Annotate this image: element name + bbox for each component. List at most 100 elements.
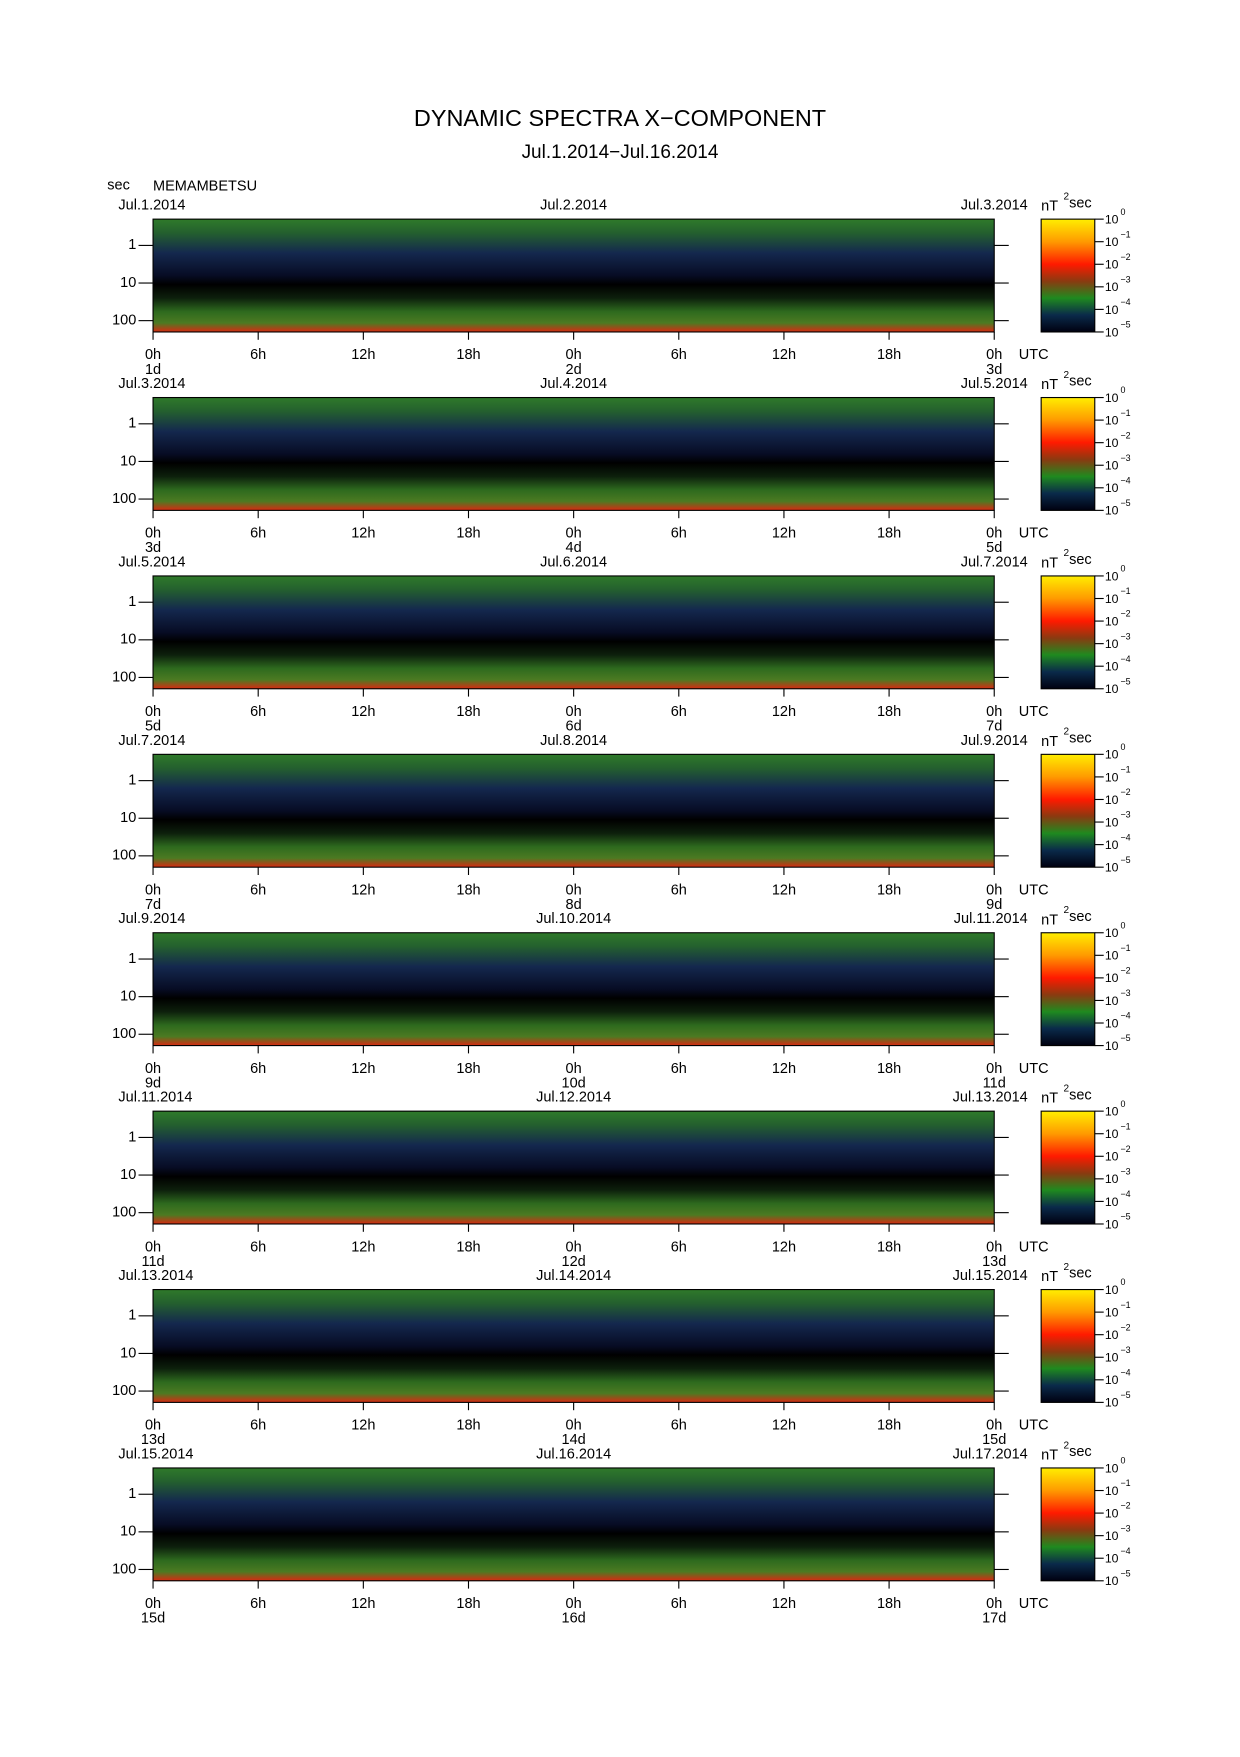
date-label: Jul.4.2014 <box>540 376 607 392</box>
x-tick-label: 12h <box>351 1418 375 1434</box>
colorbar-tick-exponent: −5 <box>1120 1390 1130 1400</box>
date-label: Jul.3.2014 <box>118 376 185 392</box>
x-tick-label: 18h <box>877 1239 901 1255</box>
colorbar-tick-label: 10 <box>1105 971 1119 985</box>
spectrogram <box>153 1289 995 1403</box>
x-tick-label: 18h <box>877 1061 901 1077</box>
x-tick-label: 6h <box>671 704 687 720</box>
colorbar-tick-label: 10 <box>1105 682 1119 696</box>
y-tick-label: 1 <box>128 1129 136 1145</box>
x-tick-label: 12h <box>772 882 796 898</box>
colorbar-tick-label: 10 <box>1105 1283 1119 1297</box>
colorbar-tick-exponent: −2 <box>1120 609 1130 619</box>
x-tick-label: 18h <box>456 882 480 898</box>
day-label: 2d <box>566 362 582 378</box>
colorbar-tick-exponent: −4 <box>1120 1189 1130 1199</box>
x-axis-label: UTC <box>1019 1239 1049 1255</box>
colorbar-unit: nT <box>1041 734 1058 750</box>
colorbar-tick-exponent: 0 <box>1120 1099 1125 1109</box>
colorbar-tick-exponent: 0 <box>1120 742 1125 752</box>
y-tick-label: 100 <box>112 1561 136 1577</box>
x-tick-label: 12h <box>351 526 375 542</box>
date-label: Jul.1.2014 <box>118 198 185 214</box>
date-label: Jul.10.2014 <box>536 911 611 927</box>
date-label: Jul.2.2014 <box>540 198 607 214</box>
y-tick-label: 10 <box>120 1345 136 1361</box>
x-tick-label: 12h <box>772 704 796 720</box>
x-tick-label: 0h <box>145 1239 161 1255</box>
colorbar-tick-label: 10 <box>1105 815 1119 829</box>
date-label: Jul.8.2014 <box>540 733 607 749</box>
x-tick-label: 6h <box>250 704 266 720</box>
date-label: Jul.16.2014 <box>536 1446 611 1462</box>
x-tick-label: 0h <box>145 704 161 720</box>
x-tick-label: 0h <box>566 1418 582 1434</box>
x-tick-label: 0h <box>986 882 1002 898</box>
x-tick-label: 18h <box>877 1418 901 1434</box>
colorbar-tick-label: 10 <box>1105 838 1119 852</box>
title: DYNAMIC SPECTRA X−COMPONENT <box>414 105 826 131</box>
colorbar-tick-label: 10 <box>1105 637 1119 651</box>
x-tick-label: 0h <box>145 1418 161 1434</box>
x-tick-label: 0h <box>145 347 161 363</box>
colorbar-unit-exponent: 2 <box>1063 1262 1069 1273</box>
y-tick-label: 10 <box>120 275 136 291</box>
day-label: 5d <box>986 540 1002 556</box>
colorbar-tick-label: 10 <box>1105 459 1119 473</box>
x-tick-label: 0h <box>986 526 1002 542</box>
x-tick-label: 18h <box>877 882 901 898</box>
date-label: Jul.11.2014 <box>954 911 1028 927</box>
x-tick-label: 18h <box>456 704 480 720</box>
colorbar-tick-exponent: −5 <box>1120 855 1130 865</box>
colorbar-tick-label: 10 <box>1105 1217 1119 1231</box>
colorbar-unit-suffix: sec <box>1069 1266 1092 1282</box>
date-label: Jul.15.2014 <box>953 1268 1028 1284</box>
colorbar-unit: nT <box>1041 1269 1058 1285</box>
x-tick-label: 18h <box>456 1418 480 1434</box>
x-tick-label: 0h <box>566 347 582 363</box>
colorbar-tick-label: 10 <box>1105 325 1119 339</box>
day-label: 15d <box>141 1611 165 1627</box>
colorbar-unit: nT <box>1041 1091 1058 1107</box>
colorbar-tick-label: 10 <box>1105 861 1119 875</box>
colorbar-tick-exponent: −3 <box>1120 274 1130 284</box>
colorbar <box>1040 932 1096 1047</box>
y-axis-label: sec <box>107 177 130 193</box>
day-label: 13d <box>982 1254 1006 1270</box>
x-tick-label: 0h <box>986 347 1002 363</box>
colorbar-tick-label: 10 <box>1105 413 1119 427</box>
x-axis-label: UTC <box>1019 347 1049 363</box>
colorbar-tick-label: 10 <box>1105 994 1119 1008</box>
x-tick-label: 18h <box>877 526 901 542</box>
day-label: 3d <box>145 540 161 556</box>
y-tick-label: 10 <box>120 1524 136 1540</box>
day-label: 13d <box>141 1432 165 1448</box>
y-tick-label: 100 <box>112 669 136 685</box>
colorbar-tick-label: 10 <box>1105 1127 1119 1141</box>
x-tick-label: 0h <box>986 1418 1002 1434</box>
x-tick-label: 18h <box>456 1596 480 1612</box>
colorbar-tick-label: 10 <box>1105 1373 1119 1387</box>
x-tick-label: 6h <box>671 1418 687 1434</box>
y-tick-label: 1 <box>128 951 136 967</box>
colorbar <box>1040 396 1096 511</box>
colorbar-tick-label: 10 <box>1105 1461 1119 1475</box>
x-tick-label: 12h <box>351 1239 375 1255</box>
y-tick-label: 100 <box>112 491 136 507</box>
colorbar-tick-exponent: −5 <box>1120 498 1130 508</box>
colorbar-tick-exponent: 0 <box>1120 920 1125 930</box>
day-label: 9d <box>986 897 1002 913</box>
station: MEMAMBETSU <box>153 179 257 195</box>
colorbar-tick-label: 10 <box>1105 481 1119 495</box>
x-tick-label: 6h <box>671 526 687 542</box>
x-tick-label: 6h <box>250 526 266 542</box>
x-tick-label: 0h <box>145 526 161 542</box>
colorbar-tick-exponent: −2 <box>1120 966 1130 976</box>
date-label: Jul.5.2014 <box>961 376 1028 392</box>
colorbar-tick-label: 10 <box>1105 1172 1119 1186</box>
colorbar-tick-exponent: −4 <box>1120 832 1130 842</box>
colorbar-tick-exponent: −2 <box>1120 430 1130 440</box>
colorbar-unit-suffix: sec <box>1069 731 1092 747</box>
day-label: 14d <box>562 1432 586 1448</box>
